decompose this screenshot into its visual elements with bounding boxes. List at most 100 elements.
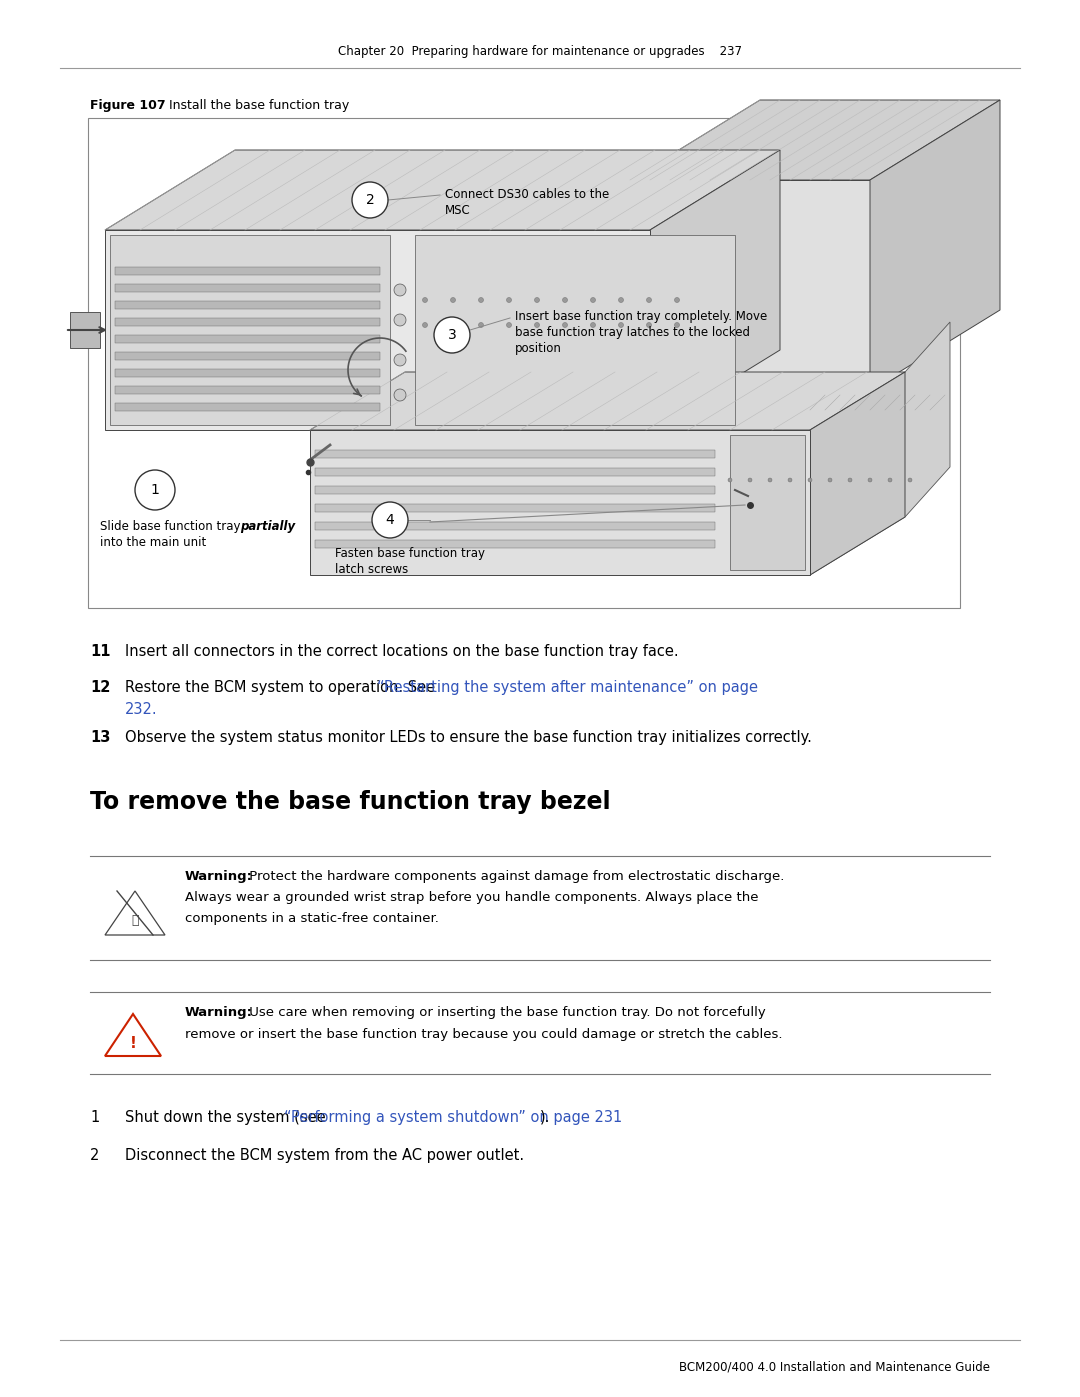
Text: 1: 1 — [90, 1111, 99, 1125]
Text: partially: partially — [240, 520, 295, 534]
Bar — [114, 352, 380, 360]
Polygon shape — [105, 891, 165, 935]
Bar — [310, 430, 810, 576]
Polygon shape — [650, 149, 780, 430]
Bar — [87, 117, 960, 608]
Circle shape — [535, 323, 540, 327]
Circle shape — [422, 323, 428, 327]
Text: 13: 13 — [90, 731, 110, 745]
Text: Insert base function tray completely. Move: Insert base function tray completely. Mo… — [515, 310, 767, 323]
Bar — [630, 180, 870, 390]
Bar — [114, 335, 380, 344]
Polygon shape — [810, 321, 950, 576]
Text: 232.: 232. — [125, 703, 158, 717]
Circle shape — [352, 182, 388, 218]
Text: 3: 3 — [447, 328, 457, 342]
Bar — [315, 504, 715, 511]
Circle shape — [478, 323, 484, 327]
Text: Install the base function tray: Install the base function tray — [157, 99, 349, 112]
Text: into the main unit: into the main unit — [100, 536, 206, 549]
Bar — [315, 522, 715, 529]
Circle shape — [478, 298, 484, 303]
Bar — [315, 450, 715, 458]
Circle shape — [888, 478, 892, 482]
Circle shape — [394, 353, 406, 366]
Text: ).: ). — [540, 1111, 550, 1125]
Text: base function tray latches to the locked: base function tray latches to the locked — [515, 326, 750, 339]
Circle shape — [507, 298, 512, 303]
Circle shape — [535, 298, 540, 303]
Bar — [315, 486, 715, 495]
Text: Slide base function tray: Slide base function tray — [100, 520, 244, 534]
Text: position: position — [515, 342, 562, 355]
Circle shape — [675, 323, 679, 327]
Circle shape — [422, 298, 428, 303]
Text: Disconnect the BCM system from the AC power outlet.: Disconnect the BCM system from the AC po… — [125, 1148, 524, 1162]
Text: “Performing a system shutdown” on page 231: “Performing a system shutdown” on page 2… — [284, 1111, 622, 1125]
Text: “Restarting the system after maintenance” on page: “Restarting the system after maintenance… — [377, 680, 758, 694]
Polygon shape — [630, 101, 1000, 180]
Text: components in a static-free container.: components in a static-free container. — [185, 912, 438, 925]
Circle shape — [748, 478, 752, 482]
Text: ✋: ✋ — [132, 915, 138, 928]
Text: 11: 11 — [90, 644, 110, 659]
Text: Use care when removing or inserting the base function tray. Do not forcefully: Use care when removing or inserting the … — [245, 1006, 766, 1018]
Text: remove or insert the base function tray because you could damage or stretch the : remove or insert the base function tray … — [185, 1028, 783, 1041]
Circle shape — [868, 478, 872, 482]
Polygon shape — [310, 372, 905, 430]
Bar — [315, 468, 715, 476]
Text: To remove the base function tray bezel: To remove the base function tray bezel — [90, 789, 610, 814]
Text: Chapter 20  Preparing hardware for maintenance or upgrades    237: Chapter 20 Preparing hardware for mainte… — [338, 46, 742, 59]
Bar — [114, 386, 380, 394]
Bar — [315, 541, 715, 548]
Circle shape — [619, 323, 623, 327]
Bar — [114, 319, 380, 326]
Polygon shape — [105, 1014, 161, 1056]
Polygon shape — [810, 372, 905, 576]
Circle shape — [394, 314, 406, 326]
Bar — [114, 369, 380, 377]
Circle shape — [394, 388, 406, 401]
Circle shape — [675, 298, 679, 303]
Bar — [105, 231, 650, 430]
Circle shape — [647, 298, 651, 303]
Text: Protect the hardware components against damage from electrostatic discharge.: Protect the hardware components against … — [245, 870, 784, 883]
Polygon shape — [870, 101, 1000, 390]
Circle shape — [808, 478, 812, 482]
Circle shape — [828, 478, 832, 482]
Bar — [70, 312, 100, 348]
Text: 2: 2 — [90, 1148, 99, 1162]
Text: Connect DS30 cables to the: Connect DS30 cables to the — [445, 189, 609, 201]
Text: Restore the BCM system to operation. See: Restore the BCM system to operation. See — [125, 680, 440, 694]
Text: Fasten base function tray: Fasten base function tray — [335, 548, 485, 560]
Bar — [114, 284, 380, 292]
Bar — [110, 235, 390, 425]
Text: 1: 1 — [150, 483, 160, 497]
Circle shape — [591, 323, 595, 327]
Circle shape — [434, 317, 470, 353]
Circle shape — [450, 323, 456, 327]
Circle shape — [908, 478, 912, 482]
Text: BCM200/400 4.0 Installation and Maintenance Guide: BCM200/400 4.0 Installation and Maintena… — [679, 1361, 990, 1373]
Text: Warning:: Warning: — [185, 1006, 253, 1018]
Circle shape — [372, 502, 408, 538]
Text: Shut down the system (see: Shut down the system (see — [125, 1111, 330, 1125]
Circle shape — [768, 478, 772, 482]
Circle shape — [647, 323, 651, 327]
Bar — [114, 402, 380, 411]
Polygon shape — [105, 149, 780, 231]
Text: MSC: MSC — [445, 204, 471, 217]
Text: 4: 4 — [386, 513, 394, 527]
Circle shape — [563, 323, 567, 327]
Bar — [114, 267, 380, 275]
Circle shape — [848, 478, 852, 482]
Text: Warning:: Warning: — [185, 870, 253, 883]
Circle shape — [135, 469, 175, 510]
Circle shape — [728, 478, 732, 482]
Text: Observe the system status monitor LEDs to ensure the base function tray initiali: Observe the system status monitor LEDs t… — [125, 731, 812, 745]
Text: Insert all connectors in the correct locations on the base function tray face.: Insert all connectors in the correct loc… — [125, 644, 678, 659]
Circle shape — [450, 298, 456, 303]
Circle shape — [619, 298, 623, 303]
Text: 2: 2 — [366, 193, 375, 207]
Text: Figure 107: Figure 107 — [90, 99, 165, 112]
